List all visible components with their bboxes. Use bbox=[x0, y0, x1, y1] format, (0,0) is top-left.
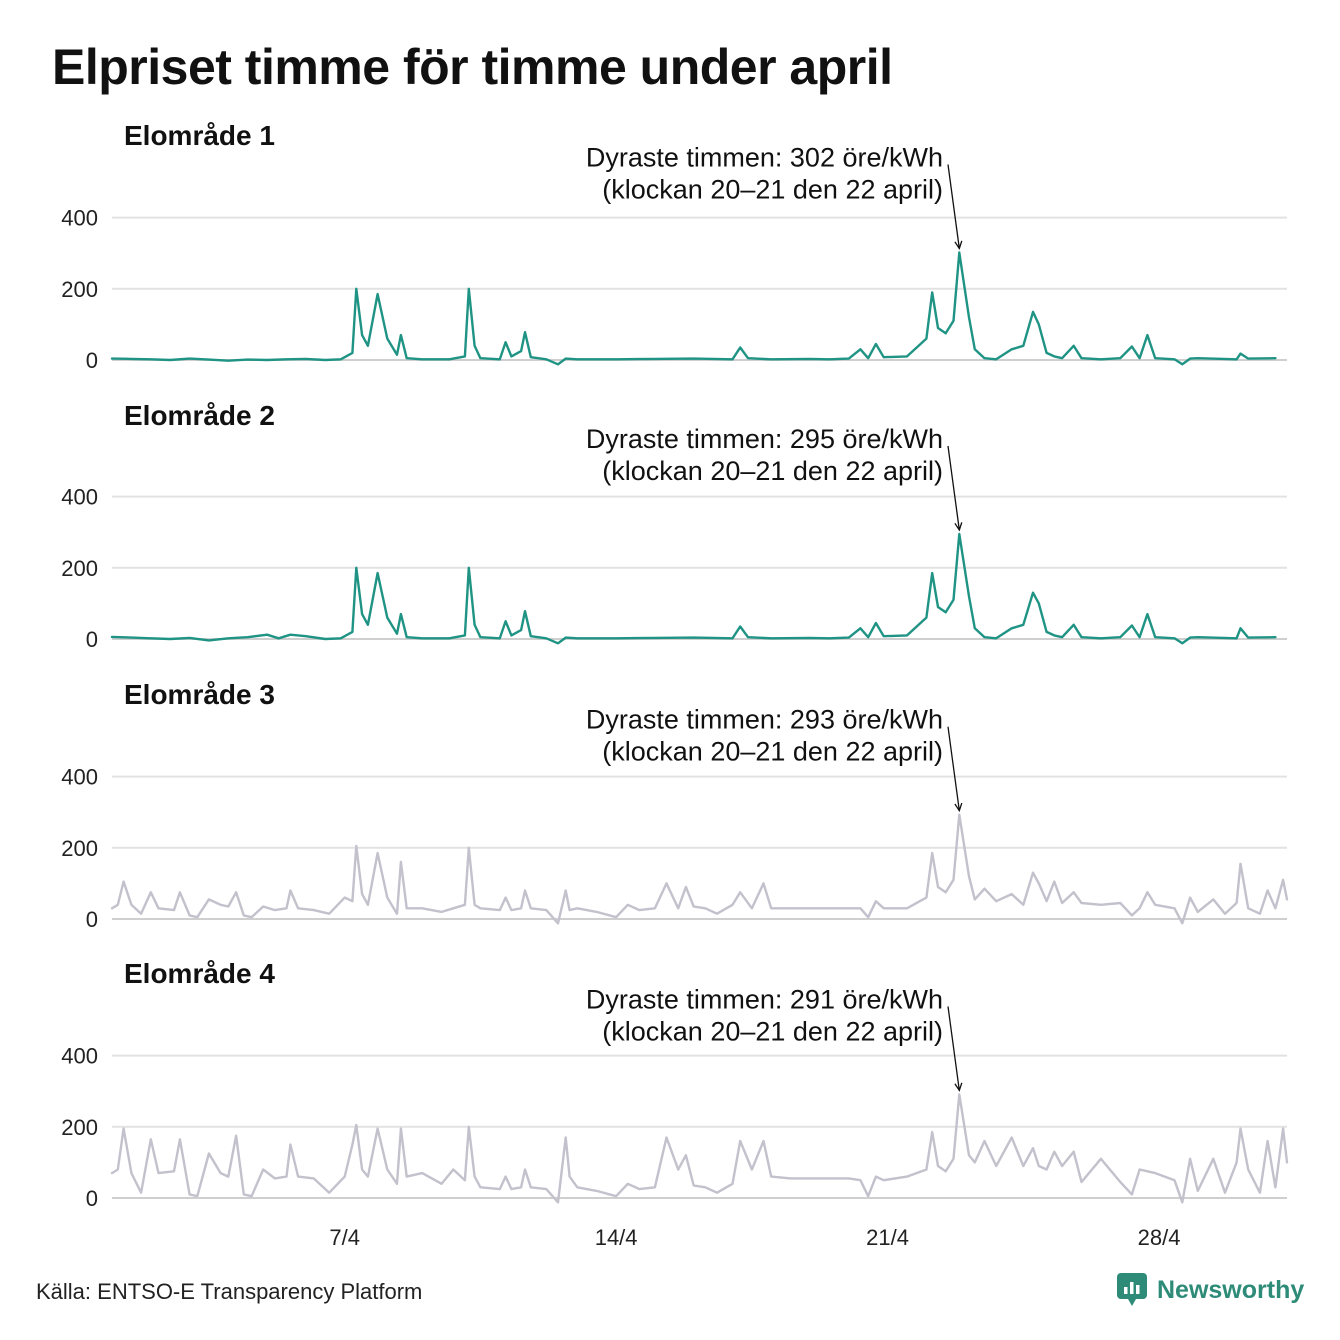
y-tick-label-3-200: 200 bbox=[61, 836, 98, 861]
x-tick-label-21-4: 21/4 bbox=[866, 1225, 909, 1250]
y-tick-label-1-400: 400 bbox=[61, 206, 98, 231]
annotation-arrowhead-1 bbox=[954, 240, 963, 250]
y-tick-label-3-400: 400 bbox=[61, 765, 98, 790]
bar-chart-icon bbox=[1117, 1273, 1147, 1307]
annotation-arrowhead-3 bbox=[954, 802, 963, 813]
panel-title-1: Elområde 1 bbox=[124, 120, 275, 151]
panel-title-3: Elområde 3 bbox=[124, 679, 275, 710]
annotation-arrowhead-2 bbox=[954, 522, 963, 532]
peak-annotation-1-line1: Dyraste timmen: 302 öre/kWh bbox=[586, 142, 943, 172]
y-tick-label-2-0: 0 bbox=[86, 627, 98, 652]
y-tick-label-2-400: 400 bbox=[61, 485, 98, 510]
x-tick-label-7-4: 7/4 bbox=[329, 1225, 360, 1250]
peak-annotation-4-line2: (klockan 20–21 den 22 april) bbox=[602, 1016, 943, 1046]
panel-title-4: Elområde 4 bbox=[124, 958, 275, 989]
annotation-arrowhead-4 bbox=[954, 1082, 963, 1092]
price-line-4 bbox=[110, 1093, 1289, 1204]
y-tick-label-3-0: 0 bbox=[86, 907, 98, 932]
annotation-arrow-2 bbox=[947, 445, 960, 531]
y-tick-label-4-0: 0 bbox=[86, 1186, 98, 1211]
x-tick-label-28-4: 28/4 bbox=[1138, 1225, 1181, 1250]
price-line-3 bbox=[110, 813, 1289, 925]
price-line-2 bbox=[110, 532, 1277, 645]
peak-annotation-2-line1: Dyraste timmen: 295 öre/kWh bbox=[586, 424, 943, 454]
annotation-arrow-4 bbox=[947, 1006, 960, 1091]
peak-annotation-1-line2: (klockan 20–21 den 22 april) bbox=[602, 174, 943, 204]
y-tick-label-1-0: 0 bbox=[86, 348, 98, 373]
x-tick-label-14-4: 14/4 bbox=[595, 1225, 638, 1250]
annotation-arrow-1 bbox=[947, 164, 960, 249]
annotation-arrow-3 bbox=[947, 726, 960, 811]
y-tick-label-2-200: 200 bbox=[61, 556, 98, 581]
y-tick-label-4-400: 400 bbox=[61, 1044, 98, 1069]
y-tick-label-1-200: 200 bbox=[61, 277, 98, 302]
peak-annotation-3-line1: Dyraste timmen: 293 öre/kWh bbox=[586, 705, 943, 735]
panel-title-2: Elområde 2 bbox=[124, 400, 275, 431]
newsworthy-logo: Newsworthy bbox=[1117, 1273, 1304, 1307]
source-note: Källa: ENTSO-E Transparency Platform bbox=[36, 1279, 423, 1304]
logo-text: Newsworthy bbox=[1157, 1275, 1305, 1304]
page-title: Elpriset timme för timme under april bbox=[52, 39, 893, 95]
peak-annotation-4-line1: Dyraste timmen: 291 öre/kWh bbox=[586, 984, 943, 1014]
y-tick-label-4-200: 200 bbox=[61, 1115, 98, 1140]
peak-annotation-3-line2: (klockan 20–21 den 22 april) bbox=[602, 737, 943, 767]
price-line-1 bbox=[110, 251, 1277, 366]
peak-annotation-2-line2: (klockan 20–21 den 22 april) bbox=[602, 456, 943, 486]
